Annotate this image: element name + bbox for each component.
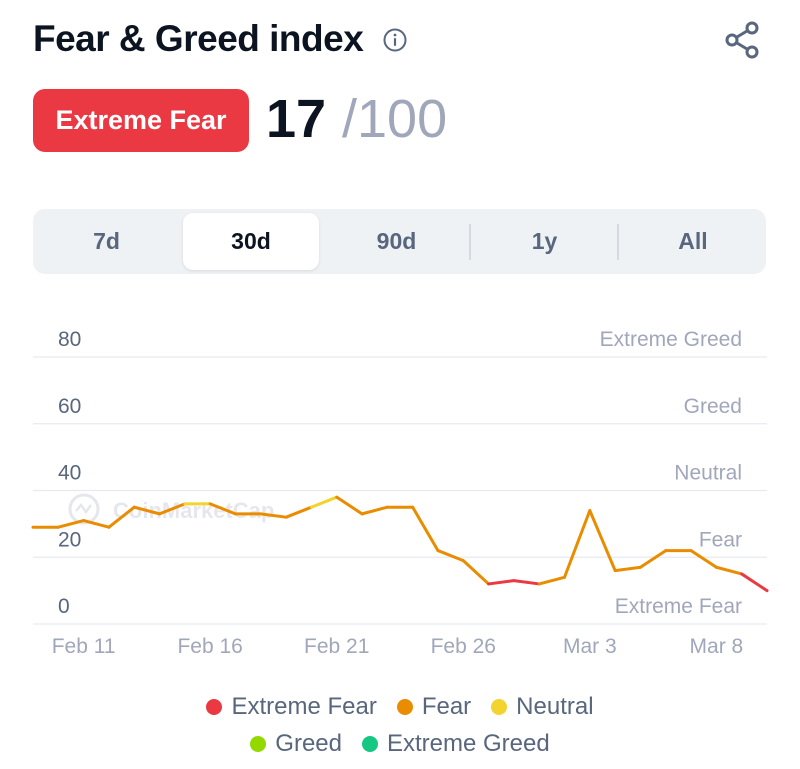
legend-label: Extreme Greed [386,729,550,757]
series-segment [107,505,136,529]
legend-label: Greed [275,729,342,757]
legend-item[interactable]: Greed [250,730,342,758]
zone-label: Neutral [674,462,742,485]
x-tick-label: Mar 3 [563,635,617,658]
series-segment [461,559,491,586]
series-segment [158,502,187,516]
legend-item[interactable]: Extreme Greed [361,729,550,758]
x-tick-label: Feb 11 [52,635,116,658]
series-segment [638,549,668,569]
info-circle-icon[interactable] [383,28,407,52]
tab-divider [469,224,471,260]
zone-label: Extreme Greed [600,328,742,351]
tab-7d[interactable]: 7d [93,228,120,254]
legend-dot-icon [491,698,508,715]
series-segment [714,565,744,576]
series-segment [56,519,86,529]
series-segment [360,505,389,516]
series-segment [284,505,313,519]
timeframe-tabs: 7d 30d 90d 1y All [33,209,766,274]
series-segment [512,579,541,586]
series-segment [689,549,718,569]
series-segment [613,565,642,573]
watermark-text: CoinMarketCap [113,498,274,523]
sentiment-badge: Extreme Fear [33,89,249,152]
tab-all[interactable]: All [678,228,708,254]
zone-label: Fear [699,528,742,551]
index-value: 17 [266,89,327,149]
series-segment [259,512,288,519]
series-segment [588,509,617,573]
y-tick-label: 80 [58,328,81,351]
series-segment [132,505,162,516]
legend-dot-icon [396,698,413,715]
series-segment [208,502,237,516]
x-tick-label: Feb 21 [304,635,369,658]
share-icon[interactable] [722,20,762,60]
legend: Extreme Fear Fear Neutral Greed Extreme Gre… [0,688,800,762]
zone-label: Extreme Fear [615,595,742,618]
page-title: Fear & Greed index [33,18,364,59]
zone-label: Greed [684,395,742,418]
y-tick-label: 60 [58,395,81,418]
index-max: /100 [342,89,448,149]
series-segment [82,519,111,529]
tab-1y[interactable]: 1y [531,228,558,254]
fear-greed-chart[interactable]: CoinMarketCap 80 60 40 20 0 Extreme Greed Gre… [0,300,800,670]
legend-label: Fear [421,692,472,720]
legend-label: Extreme Fear [231,692,377,720]
series-segment [436,549,465,563]
series-segment [411,505,440,553]
series-segment [537,575,567,586]
legend-dot-icon [361,735,378,752]
series-segment [309,495,339,509]
x-tick-label: Feb 26 [431,635,496,658]
legend-label: Neutral [516,692,594,720]
legend-dot-icon [206,698,223,715]
x-tick-label: Mar 8 [690,635,744,658]
legend-dot-icon [250,735,267,752]
legend-item[interactable]: Extreme Fear [206,692,377,721]
y-tick-label: 0 [58,595,70,618]
legend-item[interactable]: Neutral [491,692,594,721]
series-segment [740,572,769,593]
tab-divider [617,224,619,260]
x-tick-label: Feb 16 [177,635,242,658]
legend-item[interactable]: Fear [396,692,472,721]
series-segment [487,579,516,586]
series-segment [563,509,592,579]
series-segment [335,495,364,516]
tab-30d[interactable]: 30d [183,213,319,270]
watermark: CoinMarketCap [68,493,274,525]
y-tick-label: 40 [58,462,81,485]
tab-90d[interactable]: 90d [376,228,417,254]
y-tick-label: 20 [58,528,81,551]
